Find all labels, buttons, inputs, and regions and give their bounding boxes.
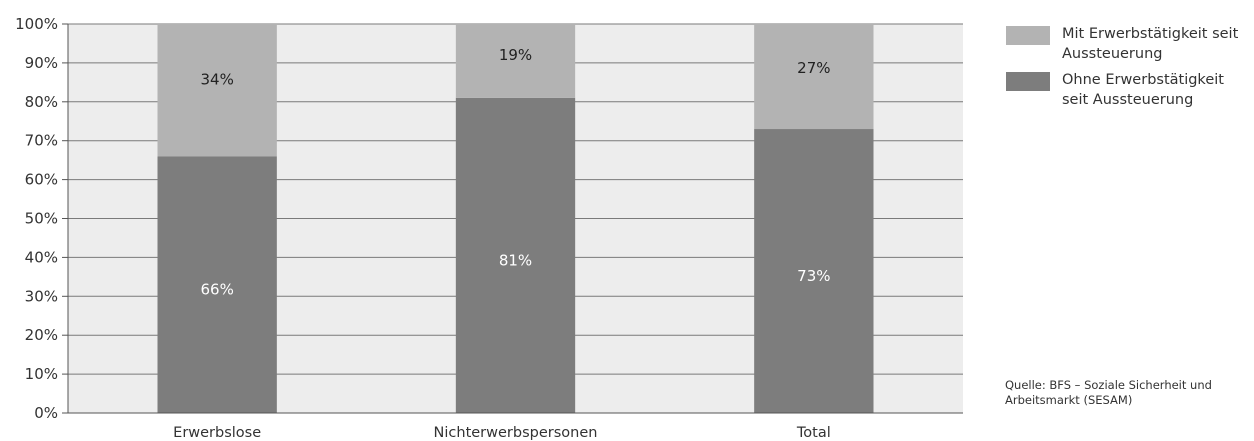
bar-segment-mit [754,24,874,130]
bars: 66% 34% 81% 19% 73% 27% [157,24,874,413]
x-axis: Erwerbslose Nichterwerbspersonen Total [68,412,963,441]
y-tick-label: 40% [25,248,58,266]
y-tick-label: 0% [34,404,58,422]
y-axis: 0% 10% 20% 30% 40% 50% 60% 70% 80% 90% 100% [15,15,69,422]
data-label: 27% [797,59,830,77]
x-tick-label: Nichterwerbspersonen [434,425,598,441]
legend-label-ohne: Ohne Erwerbstätigkeit seit Aussteuerung [1062,72,1224,108]
y-tick-label: 10% [25,365,58,383]
source-note: Quelle: BFS – Soziale Sicherheit und Arb… [1005,378,1212,407]
legend-label-mit: Mit Erwerbstätigkeit seit Aussteuerung [1062,26,1239,62]
y-tick-label: 80% [25,93,58,111]
y-tick-label: 70% [25,132,58,150]
data-label: 19% [499,46,532,64]
bar-segment-mit [455,24,576,98]
bar-segment-ohne [455,97,576,413]
y-tick-label: 90% [25,54,58,72]
bar-segment-ohne [754,129,874,413]
y-tick-label: 30% [25,287,58,305]
bar-segment-mit [157,24,277,157]
y-tick-label: 20% [25,326,58,344]
legend-swatch-mit [1006,26,1050,45]
data-label: 34% [200,71,233,89]
data-label: 66% [200,281,233,299]
legend-item-mit: Mit Erwerbstätigkeit seit Aussteuerung [1006,24,1254,64]
data-label: 81% [499,251,532,269]
y-tick-label: 50% [25,210,58,228]
y-tick-label: 100% [15,15,58,33]
data-label: 73% [797,267,830,285]
x-tick-label: Total [796,425,831,441]
bar-segment-ohne [157,156,277,413]
legend-item-ohne: Ohne Erwerbstätigkeit seit Aussteuerung [1006,70,1254,110]
y-tick-label: 60% [25,171,58,189]
x-tick-label: Erwerbslose [173,425,261,441]
legend: Mit Erwerbstätigkeit seit Aussteuerung O… [1006,24,1254,116]
legend-swatch-ohne [1006,72,1050,91]
